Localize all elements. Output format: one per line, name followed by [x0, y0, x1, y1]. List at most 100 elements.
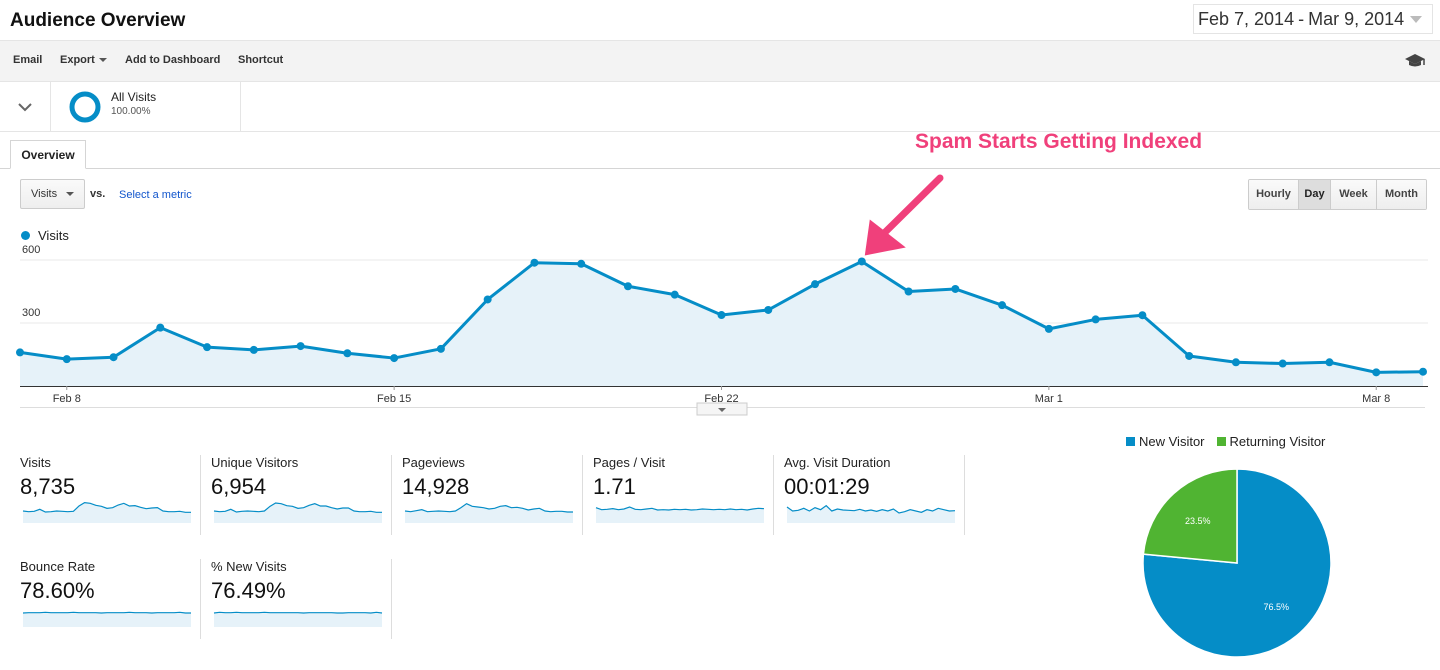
pie-legend-returning: Returning Visitor — [1229, 434, 1326, 449]
select-metric-link[interactable]: Select a metric — [119, 189, 192, 201]
arrow-head — [864, 219, 906, 256]
data-point — [530, 258, 539, 267]
export-button[interactable]: Export — [60, 54, 107, 66]
sparkline-area — [23, 612, 191, 627]
shortcut-label: Shortcut — [238, 54, 284, 66]
annotation-text: Spam Starts Getting Indexed — [915, 130, 1203, 153]
sparkline — [595, 506, 765, 523]
legend-label: Visits — [38, 228, 69, 243]
data-point — [203, 343, 212, 352]
data-point — [857, 257, 866, 266]
tab-underline — [0, 168, 1440, 169]
data-point — [1185, 351, 1194, 360]
data-point — [62, 355, 71, 364]
data-point — [998, 301, 1007, 310]
scorecard-label: Pages / Visit — [593, 455, 666, 470]
data-point — [670, 290, 679, 299]
pie-slice-label: 23.5% — [1185, 516, 1211, 526]
scorecard[interactable]: Pageviews 14,928 — [402, 455, 592, 551]
data-point — [1419, 367, 1427, 376]
sparkline-line — [404, 502, 573, 513]
scorecard[interactable]: Bounce Rate 78.60% — [20, 559, 210, 655]
data-point — [764, 305, 773, 314]
week-button[interactable]: Week — [1331, 180, 1377, 209]
scorecard-value: 8,735 — [20, 474, 76, 499]
data-point — [16, 348, 24, 357]
sparkline-line — [786, 504, 956, 514]
sparkline-line — [213, 502, 382, 513]
sparkline-area — [787, 505, 955, 523]
scorecard-label: Unique Visitors — [211, 455, 299, 470]
shortcut-button[interactable]: Shortcut — [238, 54, 283, 66]
tab-overview[interactable]: Overview — [10, 140, 86, 169]
sparkline-area — [214, 612, 382, 627]
email-button[interactable]: Email — [13, 54, 42, 66]
scorecard-value: 6,954 — [211, 474, 267, 499]
x-tick-label: Mar 8 — [1362, 393, 1390, 405]
segment-ring-icon — [68, 90, 102, 129]
visits-line-chart: 300 600 Feb 8 Feb 15 Feb 22 Mar 1 Mar 8 — [16, 174, 1428, 416]
pie-legend-new: New Visitor — [1139, 434, 1205, 449]
sparkline-area — [596, 507, 764, 523]
metric-select[interactable]: Visits — [20, 179, 85, 209]
segment-bar: All Visits 100.00% — [0, 82, 1440, 132]
add-to-dashboard-label: Add to Dashboard — [125, 54, 221, 66]
divider — [200, 455, 201, 535]
scorecard-value: 76.49% — [211, 578, 286, 603]
sparkline — [213, 502, 382, 523]
sparkline-area — [214, 503, 382, 523]
sparkline — [404, 502, 573, 523]
visits-area — [20, 261, 1423, 386]
data-point — [109, 353, 118, 362]
x-tick-label: Feb 8 — [53, 393, 81, 405]
y-tick-label: 300 — [22, 307, 40, 319]
scorecard-value: 00:01:29 — [784, 474, 870, 499]
divider — [964, 455, 965, 535]
month-button[interactable]: Month — [1377, 180, 1426, 209]
divider — [391, 455, 392, 535]
scorecard-label: Avg. Visit Duration — [784, 455, 891, 470]
data-point — [1091, 315, 1100, 324]
data-point — [156, 323, 165, 332]
chevron-down-icon[interactable] — [12, 97, 38, 122]
data-point — [1325, 358, 1334, 367]
data-point — [904, 287, 913, 296]
scorecard[interactable]: Unique Visitors 6,954 — [211, 455, 401, 551]
graduation-cap-icon[interactable] — [1404, 53, 1426, 74]
scorecard[interactable]: % New Visits 76.49% — [211, 559, 401, 655]
date-range-picker[interactable]: Feb 7, 2014 - Mar 9, 2014 — [1193, 4, 1433, 34]
divider — [200, 559, 201, 639]
hourly-button[interactable]: Hourly — [1249, 180, 1299, 209]
y-tick-label: 600 — [22, 244, 40, 256]
scorecard[interactable]: Visits 8,735 — [20, 455, 210, 551]
data-point — [1231, 358, 1240, 367]
scorecard[interactable]: Pages / Visit 1.71 — [593, 455, 783, 551]
sparkline-line — [22, 502, 191, 513]
add-to-dashboard-button[interactable]: Add to Dashboard — [125, 54, 220, 66]
caret-down-icon — [66, 192, 74, 196]
data-point — [1372, 368, 1381, 377]
sparkline-line — [22, 611, 191, 614]
data-point — [1044, 324, 1053, 333]
pie-slice — [1142, 468, 1332, 658]
x-tick-label: Mar 1 — [1035, 393, 1063, 405]
pie-legend: New Visitor Returning Visitor — [1126, 434, 1325, 449]
scorecard-value: 14,928 — [402, 474, 470, 499]
legend-swatch — [21, 231, 30, 240]
scorecard-label: Bounce Rate — [20, 559, 96, 574]
scorecard-label: Pageviews — [402, 455, 465, 470]
scorecard-label: Visits — [20, 455, 51, 470]
scorecard[interactable]: Avg. Visit Duration 00:01:29 — [784, 455, 974, 551]
day-button[interactable]: Day — [1299, 180, 1331, 209]
granularity-toggle: Hourly Day Week Month — [1248, 179, 1427, 210]
data-point — [296, 342, 305, 351]
visitor-pie-chart: 76.5% 23.5% — [1142, 468, 1332, 658]
segment-name[interactable]: All Visits — [111, 90, 157, 104]
data-point — [577, 259, 586, 268]
new-visitor-swatch — [1126, 437, 1135, 446]
data-point — [1278, 359, 1287, 368]
data-point — [717, 311, 726, 320]
sparkline-area — [23, 502, 191, 523]
chevron-down-icon — [1410, 15, 1423, 23]
sparkline-area — [405, 503, 573, 523]
